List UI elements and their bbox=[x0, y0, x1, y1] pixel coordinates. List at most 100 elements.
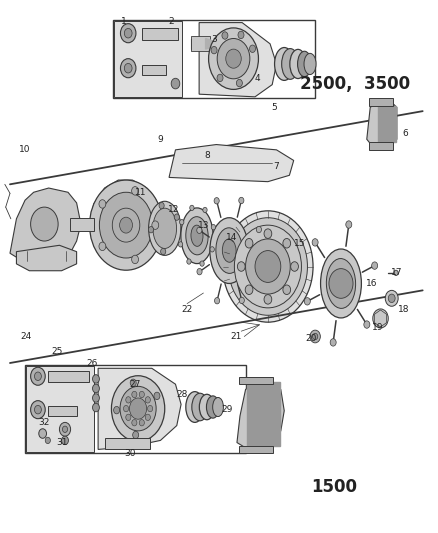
Text: 27: 27 bbox=[129, 379, 140, 389]
Circle shape bbox=[99, 242, 106, 251]
Polygon shape bbox=[247, 382, 279, 446]
Ellipse shape bbox=[212, 398, 223, 417]
Text: 9: 9 bbox=[157, 135, 163, 144]
Circle shape bbox=[199, 261, 204, 266]
Circle shape bbox=[39, 429, 46, 438]
Circle shape bbox=[31, 401, 45, 419]
Text: 11: 11 bbox=[135, 188, 146, 197]
Circle shape bbox=[197, 269, 201, 275]
Circle shape bbox=[263, 295, 271, 304]
Text: 24: 24 bbox=[21, 332, 32, 341]
Text: 19: 19 bbox=[371, 323, 382, 332]
Circle shape bbox=[222, 32, 227, 39]
Circle shape bbox=[217, 38, 249, 79]
Circle shape bbox=[92, 403, 99, 412]
Circle shape bbox=[256, 268, 261, 274]
Text: 4: 4 bbox=[254, 74, 259, 83]
Circle shape bbox=[309, 330, 320, 343]
Circle shape bbox=[222, 211, 312, 322]
Circle shape bbox=[120, 59, 136, 78]
Circle shape bbox=[132, 431, 138, 439]
Polygon shape bbox=[374, 310, 385, 327]
Circle shape bbox=[120, 386, 156, 431]
Circle shape bbox=[189, 205, 194, 211]
Text: 21: 21 bbox=[230, 332, 241, 341]
Circle shape bbox=[178, 241, 182, 247]
Polygon shape bbox=[98, 368, 180, 449]
Circle shape bbox=[196, 227, 201, 233]
Ellipse shape bbox=[320, 249, 360, 318]
Ellipse shape bbox=[206, 396, 219, 418]
Bar bbox=[190, 36, 209, 51]
Circle shape bbox=[154, 392, 159, 400]
Circle shape bbox=[152, 221, 159, 229]
Text: 30: 30 bbox=[124, 449, 136, 458]
Polygon shape bbox=[237, 381, 283, 448]
Ellipse shape bbox=[191, 393, 208, 421]
Circle shape bbox=[245, 238, 252, 248]
Bar bbox=[238, 377, 272, 384]
Bar bbox=[238, 446, 272, 453]
Circle shape bbox=[148, 227, 153, 233]
Ellipse shape bbox=[304, 53, 315, 75]
Circle shape bbox=[237, 31, 244, 39]
Circle shape bbox=[123, 406, 128, 412]
Ellipse shape bbox=[148, 201, 180, 255]
Circle shape bbox=[59, 422, 71, 436]
Circle shape bbox=[119, 217, 132, 233]
Ellipse shape bbox=[180, 208, 212, 264]
Circle shape bbox=[131, 391, 137, 398]
Circle shape bbox=[99, 192, 152, 258]
Ellipse shape bbox=[152, 208, 176, 248]
Text: 5: 5 bbox=[271, 103, 277, 112]
Ellipse shape bbox=[199, 394, 214, 419]
Circle shape bbox=[211, 224, 215, 230]
Text: 2500,  3500: 2500, 3500 bbox=[300, 75, 410, 93]
Circle shape bbox=[216, 74, 223, 82]
Circle shape bbox=[31, 367, 45, 385]
Circle shape bbox=[211, 46, 216, 54]
Circle shape bbox=[237, 262, 244, 271]
Circle shape bbox=[387, 294, 394, 303]
Circle shape bbox=[236, 79, 242, 87]
Circle shape bbox=[112, 208, 139, 242]
Text: 3: 3 bbox=[211, 35, 216, 44]
Circle shape bbox=[239, 297, 244, 304]
Circle shape bbox=[225, 49, 241, 68]
Text: 22: 22 bbox=[181, 305, 192, 314]
Polygon shape bbox=[169, 144, 293, 182]
Circle shape bbox=[89, 180, 162, 270]
Circle shape bbox=[187, 259, 191, 264]
Text: 25: 25 bbox=[52, 347, 63, 356]
Text: 17: 17 bbox=[390, 268, 402, 277]
Circle shape bbox=[345, 221, 351, 228]
Circle shape bbox=[92, 394, 99, 402]
Circle shape bbox=[208, 28, 258, 90]
Circle shape bbox=[371, 262, 377, 269]
Text: 26: 26 bbox=[86, 359, 97, 367]
Ellipse shape bbox=[289, 50, 305, 78]
Circle shape bbox=[35, 372, 41, 381]
Circle shape bbox=[171, 78, 180, 89]
Circle shape bbox=[312, 333, 317, 340]
Circle shape bbox=[45, 437, 50, 443]
Text: 32: 32 bbox=[38, 418, 49, 427]
Bar bbox=[48, 372, 88, 382]
Text: 28: 28 bbox=[176, 390, 187, 399]
Circle shape bbox=[234, 225, 301, 308]
Bar bbox=[142, 65, 166, 75]
Ellipse shape bbox=[297, 51, 311, 77]
Circle shape bbox=[125, 397, 131, 403]
Circle shape bbox=[31, 207, 58, 241]
Circle shape bbox=[139, 419, 144, 426]
Circle shape bbox=[62, 426, 67, 432]
Circle shape bbox=[147, 406, 152, 412]
Circle shape bbox=[254, 251, 280, 282]
Bar bbox=[368, 142, 392, 150]
Circle shape bbox=[174, 214, 179, 220]
Circle shape bbox=[131, 255, 138, 264]
Circle shape bbox=[256, 227, 261, 233]
Ellipse shape bbox=[325, 259, 355, 309]
Bar bbox=[70, 217, 94, 231]
Bar bbox=[368, 99, 392, 106]
